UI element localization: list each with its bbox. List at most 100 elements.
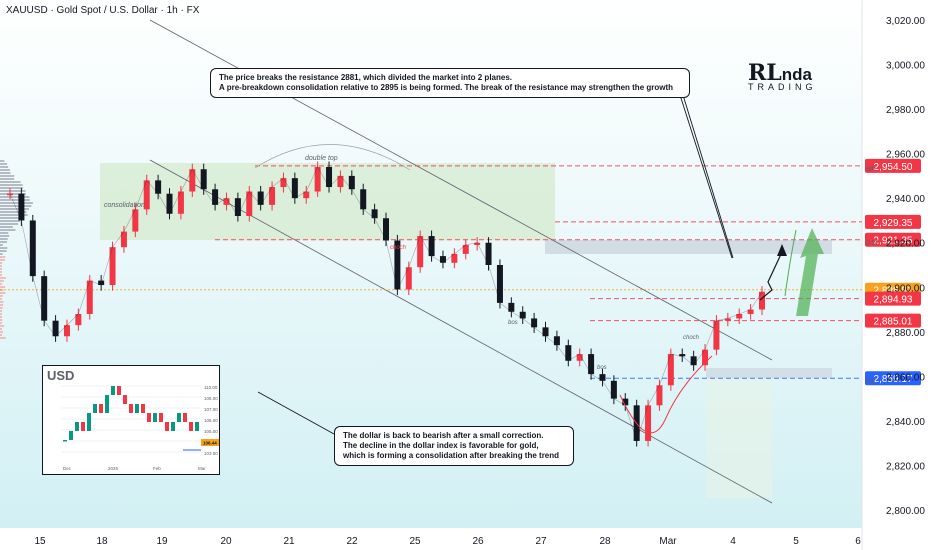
label-bos: bos [508,320,518,326]
candle-body [497,265,503,303]
candle-body [246,192,252,217]
volume-profile-bar [0,307,3,309]
x-tick-label: 19 [156,536,168,547]
candle-body [417,236,423,267]
y-tick-label: 2,900.00 [886,283,925,294]
volume-profile-bar [0,199,30,201]
candle-body [212,189,218,205]
inset-x-tick: 2025 [108,466,119,471]
brand-logo: RLnda TRADING [748,60,812,86]
volume-profile-bar [0,160,4,162]
volume-profile-bar [0,295,3,297]
demand-area [706,378,772,498]
inset-candle [159,413,163,422]
y-tick-label: 3,020.00 [886,16,925,27]
label-eql: eql [866,378,876,385]
volume-profile-bar [0,262,2,264]
volume-profile-bar [0,283,2,285]
volume-profile-bar [0,229,15,231]
inset-candle [171,422,175,431]
volume-profile-bar [0,298,2,300]
inset-y-tick: 103.00 [204,451,218,456]
y-tick-label: 2,880.00 [886,328,925,339]
inset-candle [87,413,91,431]
volume-profile-bar [0,223,18,225]
candle-body [668,354,674,385]
candle-body [201,169,207,189]
x-tick-label: 22 [346,536,358,547]
volume-profile-bar [0,274,2,276]
callout-text: The price breaks the resistance 2881, wh… [219,73,681,83]
x-tick-label: 25 [409,536,421,547]
volume-profile-bar [0,232,8,234]
candle-body [611,381,617,399]
inset-candle [117,386,121,395]
candle-body [110,247,116,285]
inset-y-tick: 105.00 [204,429,218,434]
inset-candle [93,404,97,413]
eql-zone [706,368,832,378]
volume-profile-bar [0,184,23,186]
x-tick-label: 21 [283,536,295,547]
inset-candle [123,395,127,404]
volume-profile-bar [0,268,2,270]
callout-dollar: The dollar is back to bearish after a sm… [334,426,574,466]
label-consolidation: consolidation [104,202,145,209]
inset-candle [189,422,193,431]
x-tick-label: Mar [659,536,677,547]
candle-body [588,354,594,374]
inset-candle [165,422,169,431]
candle-body [178,192,184,214]
inset-current-label: 106.44 [203,441,217,446]
x-tick-label: 6 [855,536,861,547]
volume-profile-bar [0,208,29,210]
candle-body [759,292,765,310]
y-tick-label: 2,860.00 [886,372,925,383]
resistance-zone [545,240,832,254]
candle-body [41,276,47,321]
callout-text: which is forming a consolidation after b… [343,451,565,461]
price-level-label: 2,894.93 [874,295,913,306]
inset-x-tick: Mar [198,466,206,471]
volume-profile-bar [0,334,2,336]
volume-profile-bar [0,169,10,171]
volume-profile-bar [0,172,11,174]
inset-candle [105,395,109,413]
inset-candle [141,404,145,413]
y-tick-label: 2,820.00 [886,461,925,472]
inset-y-tick: 108.00 [204,396,218,401]
candle-body [87,281,93,314]
volume-profile-bar [0,319,2,321]
y-tick-label: 2,920.00 [886,239,925,250]
inset-y-tick: 107.00 [204,407,218,412]
volume-profile-bar [0,250,7,252]
volume-profile-bar [0,277,6,279]
volume-profile-bar [0,331,3,333]
callout-text: The dollar is back to bearish after a sm… [343,431,565,441]
volume-profile-bar [0,304,3,306]
label-bos: bos [597,365,607,371]
volume-profile-bar [0,247,7,249]
logo-subtitle: TRADING [748,82,817,92]
candle-body [360,189,366,209]
volume-profile-bar [0,259,5,261]
volume-profile-bar [0,316,2,318]
x-tick-label: 5 [793,536,799,547]
volume-profile-bar [0,292,5,294]
x-tick-label: 27 [535,536,547,547]
y-tick-label: 3,000.00 [886,61,925,72]
candle-body [167,194,173,214]
x-tick-label: 26 [472,536,484,547]
x-tick-label: 20 [220,536,232,547]
label-double-top: double top [305,155,338,162]
volume-profile-bar [0,220,20,222]
inset-candle [99,404,103,413]
inset-candle [129,404,133,413]
candle-body [132,209,138,231]
volume-profile-bar [0,265,2,267]
y-tick-label: 2,960.00 [886,150,925,161]
candle-body [406,267,412,289]
candle-body [326,167,332,187]
inset-candle [135,404,139,413]
